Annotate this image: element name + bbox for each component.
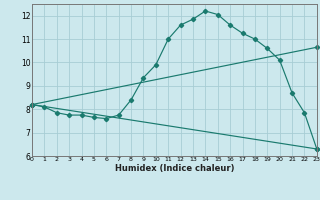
X-axis label: Humidex (Indice chaleur): Humidex (Indice chaleur) (115, 164, 234, 173)
